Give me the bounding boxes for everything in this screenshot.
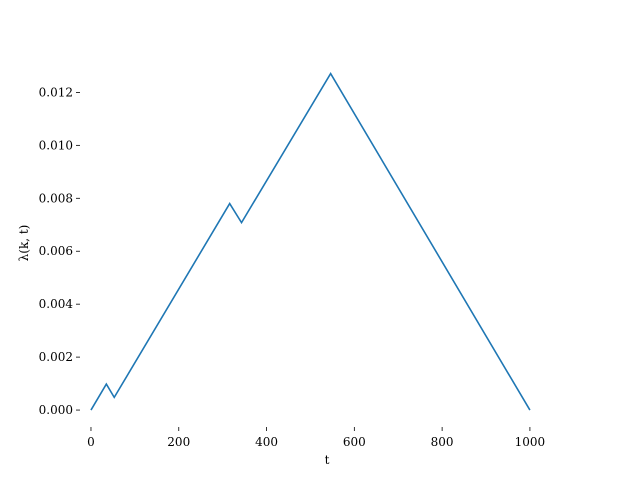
y-tick-label: 0.010 [39, 138, 73, 152]
x-tick-label: 0 [87, 435, 95, 449]
x-axis-label: t [325, 453, 330, 467]
y-tick-label: 0.012 [39, 85, 73, 99]
y-tick-label: 0.008 [39, 191, 73, 205]
y-axis-label: λ(k, t) [17, 225, 31, 262]
x-tick-label: 400 [255, 435, 278, 449]
y-tick-label: 0.004 [39, 297, 74, 311]
y-tick-label: 0.002 [39, 350, 73, 364]
y-axis-ticks: 0.000 0.002 0.004 0.006 0.008 0.010 0.012 [39, 85, 80, 417]
x-axis-ticks: 0 200 400 600 800 1000 [87, 427, 545, 449]
plot-area [90, 72, 531, 411]
y-tick-label: 0.006 [39, 244, 73, 258]
x-tick-label: 800 [431, 435, 454, 449]
y-tick-label: 0.000 [39, 403, 73, 417]
x-tick-label: 1000 [515, 435, 546, 449]
series-line-0 [90, 72, 531, 411]
x-tick-label: 600 [343, 435, 366, 449]
x-tick-label: 200 [167, 435, 190, 449]
